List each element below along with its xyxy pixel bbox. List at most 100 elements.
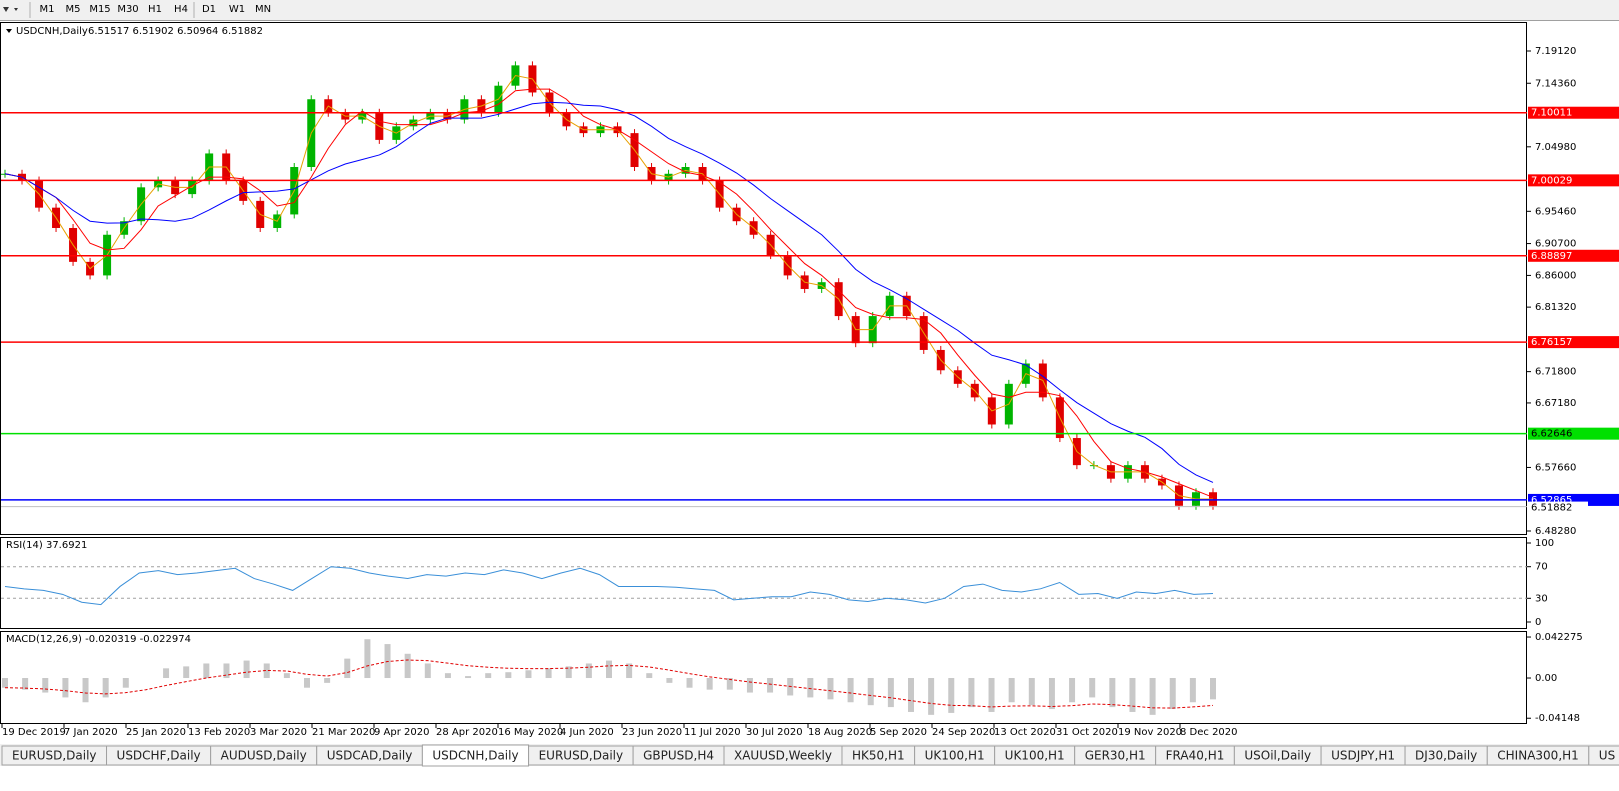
- macd-bar: [2, 678, 8, 688]
- x-tick-label: 16 May 2020: [498, 727, 563, 738]
- x-tick-label: 28 Apr 2020: [436, 727, 498, 738]
- tab-label[interactable]: HK50,H1: [852, 749, 905, 763]
- tab-label[interactable]: UK100,H1: [925, 749, 985, 763]
- tab-label[interactable]: FRA40,H1: [1166, 749, 1225, 763]
- macd-bar: [1210, 678, 1216, 700]
- macd-bar: [646, 673, 653, 679]
- macd-bar: [324, 678, 331, 683]
- timeframe-button[interactable]: M5: [66, 4, 81, 15]
- level-label: 7.00029: [1531, 175, 1572, 186]
- macd-tick-label: 0.00: [1535, 673, 1557, 684]
- macd-bar: [283, 673, 290, 679]
- y-tick-label: 6.90700: [1535, 239, 1576, 250]
- moving-average: [4, 101, 1214, 483]
- x-tick-label: 5 Sep 2020: [870, 727, 927, 738]
- x-tick-label: 31 Oct 2020: [1056, 727, 1118, 738]
- timeframe-button[interactable]: MN: [255, 4, 271, 15]
- tab-label[interactable]: USDCHF,Daily: [117, 749, 201, 763]
- timeframe-button[interactable]: H1: [148, 4, 162, 15]
- macd-bar: [827, 678, 834, 700]
- tab-label[interactable]: EURUSD,Daily: [12, 749, 97, 763]
- x-tick-label: 25 Jan 2020: [126, 727, 186, 738]
- macd-panel: [0, 631, 1527, 724]
- x-tick-label: 19 Nov 2020: [1118, 727, 1182, 738]
- macd-tick-label: -0.04148: [1535, 713, 1580, 724]
- rsi-panel: [0, 537, 1527, 629]
- macd-bar: [1189, 678, 1196, 703]
- tab-label[interactable]: USOil,Daily: [1244, 749, 1311, 763]
- macd-bar: [1028, 678, 1035, 706]
- tab-label[interactable]: GBPUSD,H4: [643, 749, 714, 763]
- rsi-header: RSI(14) 37.6921: [6, 540, 87, 551]
- macd-bar: [183, 666, 190, 679]
- x-tick-label: 24 Sep 2020: [932, 727, 995, 738]
- timeframe-button[interactable]: M30: [117, 4, 138, 15]
- tab-label[interactable]: US: [1599, 749, 1615, 763]
- tab-label[interactable]: USDCAD,Daily: [327, 749, 413, 763]
- macd-bar: [223, 663, 230, 679]
- macd-bar: [243, 660, 250, 679]
- macd-bar: [344, 658, 351, 679]
- timeframe-button[interactable]: M1: [40, 4, 55, 15]
- macd-bar: [1169, 678, 1176, 710]
- macd-bar: [706, 678, 713, 690]
- macd-bar: [746, 678, 753, 693]
- level-label: 6.52865: [1531, 495, 1572, 506]
- macd-bar: [626, 663, 633, 679]
- macd-bar: [686, 678, 693, 688]
- symbol: USDCNH,Daily: [16, 26, 88, 37]
- level-label: 6.76157: [1531, 337, 1572, 348]
- macd-bar: [585, 663, 592, 679]
- tab-label[interactable]: GER30,H1: [1085, 749, 1146, 763]
- tab-label[interactable]: CHINA300,H1: [1497, 749, 1579, 763]
- macd-bar: [887, 678, 894, 708]
- tab-label[interactable]: XAUUSD,Weekly: [734, 749, 832, 763]
- macd-bar: [867, 678, 874, 706]
- macd-bar: [42, 678, 49, 693]
- macd-bar: [1149, 678, 1156, 715]
- tab-label[interactable]: AUDUSD,Daily: [221, 749, 307, 763]
- tab-label[interactable]: USDCNH,Daily: [432, 749, 518, 763]
- moving-average: [4, 74, 1213, 500]
- moving-average: [4, 88, 1214, 498]
- tab-label[interactable]: USDJPY,H1: [1331, 749, 1395, 763]
- macd-bar: [122, 678, 129, 688]
- timeframe-button[interactable]: M15: [89, 4, 110, 15]
- macd-bar: [1109, 678, 1116, 708]
- macd-bar: [364, 639, 371, 679]
- tab-label[interactable]: EURUSD,Daily: [539, 749, 624, 763]
- x-tick-label: 21 Mar 2020: [312, 727, 375, 738]
- macd-bar: [102, 678, 109, 698]
- macd-bar: [1048, 678, 1055, 710]
- macd-bar: [485, 673, 492, 679]
- x-tick-label: 13 Feb 2020: [188, 727, 250, 738]
- x-tick-label: 13 Oct 2020: [994, 727, 1056, 738]
- macd-bar: [505, 672, 512, 679]
- macd-bar: [565, 666, 572, 679]
- macd-header: MACD(12,26,9) -0.020319 -0.022974: [6, 634, 191, 645]
- macd-bar: [304, 678, 310, 688]
- timeframe-button[interactable]: D1: [202, 4, 216, 15]
- y-tick-label: 6.86000: [1535, 270, 1576, 281]
- macd-bar: [908, 678, 914, 712]
- x-tick-label: 4 Jun 2020: [560, 727, 614, 738]
- tab-label[interactable]: DJ30,Daily: [1415, 749, 1477, 763]
- tab-label[interactable]: UK100,H1: [1005, 749, 1065, 763]
- toolbar-icon[interactable]: [3, 7, 18, 12]
- macd-bar: [1069, 678, 1076, 703]
- y-tick-label: 6.81320: [1535, 302, 1576, 313]
- macd-bar: [545, 668, 552, 679]
- tab[interactable]: [1588, 745, 1619, 766]
- header-arrow: [6, 29, 12, 33]
- timeframe-button[interactable]: W1: [229, 4, 245, 15]
- ohlc: 6.51517 6.51902 6.50964 6.51882: [88, 26, 263, 37]
- macd-bar: [928, 678, 935, 715]
- x-tick-label: 23 Jun 2020: [622, 727, 682, 738]
- macd-bar: [1008, 678, 1015, 703]
- macd-bar: [767, 678, 774, 693]
- y-tick-label: 6.95460: [1535, 206, 1576, 217]
- y-tick-label: 7.19120: [1535, 46, 1576, 57]
- macd-bar: [62, 678, 69, 698]
- timeframe-button[interactable]: H4: [174, 4, 188, 15]
